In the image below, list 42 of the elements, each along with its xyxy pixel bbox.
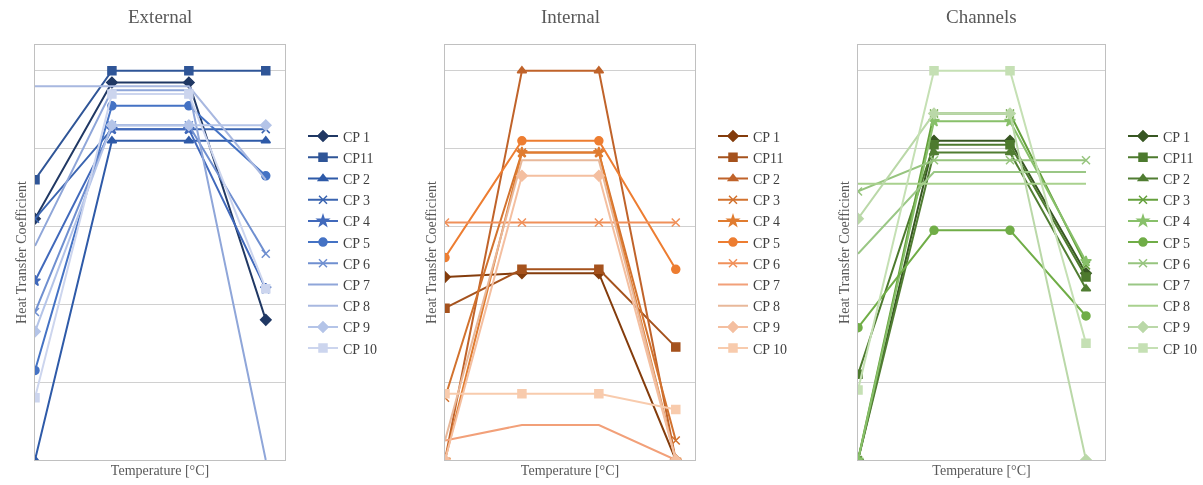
- legend-label: CP 5: [1163, 235, 1191, 251]
- legend-label: CP 9: [343, 320, 371, 336]
- legend-label: CP 8: [753, 299, 781, 315]
- legend-label: CP11: [343, 150, 374, 166]
- legend-label: CP 1: [1163, 129, 1191, 145]
- legend-label: CP 5: [343, 235, 371, 251]
- legend-label: CP 10: [1163, 341, 1198, 357]
- legend-label: CP 7: [1163, 277, 1191, 293]
- legend-label: CP 1: [343, 129, 371, 145]
- legend-label: CP 4: [1163, 214, 1191, 230]
- legend-label: CP 6: [753, 256, 781, 272]
- legend-label: CP 3: [343, 193, 371, 209]
- legend-label: CP 5: [753, 235, 781, 251]
- x-axis-title: Temperature [°C]: [110, 462, 210, 478]
- legend-label: CP 10: [343, 341, 378, 357]
- legend-label: CP 9: [753, 320, 781, 336]
- legend-label: CP11: [753, 150, 784, 166]
- legend-label: CP 3: [1163, 193, 1191, 209]
- legend-label: CP 8: [1163, 299, 1191, 315]
- x-axis-title: Temperature [°C]: [932, 462, 1031, 478]
- y-axis-title: Heat Transfer Coefficient: [836, 180, 852, 324]
- legend-label: CP 4: [343, 214, 371, 230]
- legend-label: CP 10: [753, 341, 788, 357]
- legend-label: CP 2: [1163, 171, 1191, 187]
- legend-label: CP 9: [1163, 320, 1191, 336]
- legend-label: CP 7: [343, 277, 371, 293]
- legend-label: CP 6: [1163, 256, 1191, 272]
- legend-label: CP 8: [343, 299, 371, 315]
- legend-label: CP 2: [343, 171, 371, 187]
- legend-label: CP 1: [753, 129, 781, 145]
- chart-title: Channels: [946, 6, 1017, 27]
- y-axis-title: Heat Transfer Coefficient: [423, 180, 439, 324]
- legend-label: CP 7: [753, 277, 781, 293]
- legend-label: CP 6: [343, 256, 371, 272]
- legend-label: CP 2: [753, 171, 781, 187]
- legend-label: CP11: [1163, 150, 1194, 166]
- legend-label: CP 4: [753, 214, 781, 230]
- legend-label: CP 3: [753, 193, 781, 209]
- chart-title: External: [128, 6, 193, 27]
- chart-title: Internal: [541, 6, 601, 27]
- x-axis-title: Temperature [°C]: [520, 462, 620, 478]
- y-axis-title: Heat Transfer Coefficient: [13, 180, 29, 324]
